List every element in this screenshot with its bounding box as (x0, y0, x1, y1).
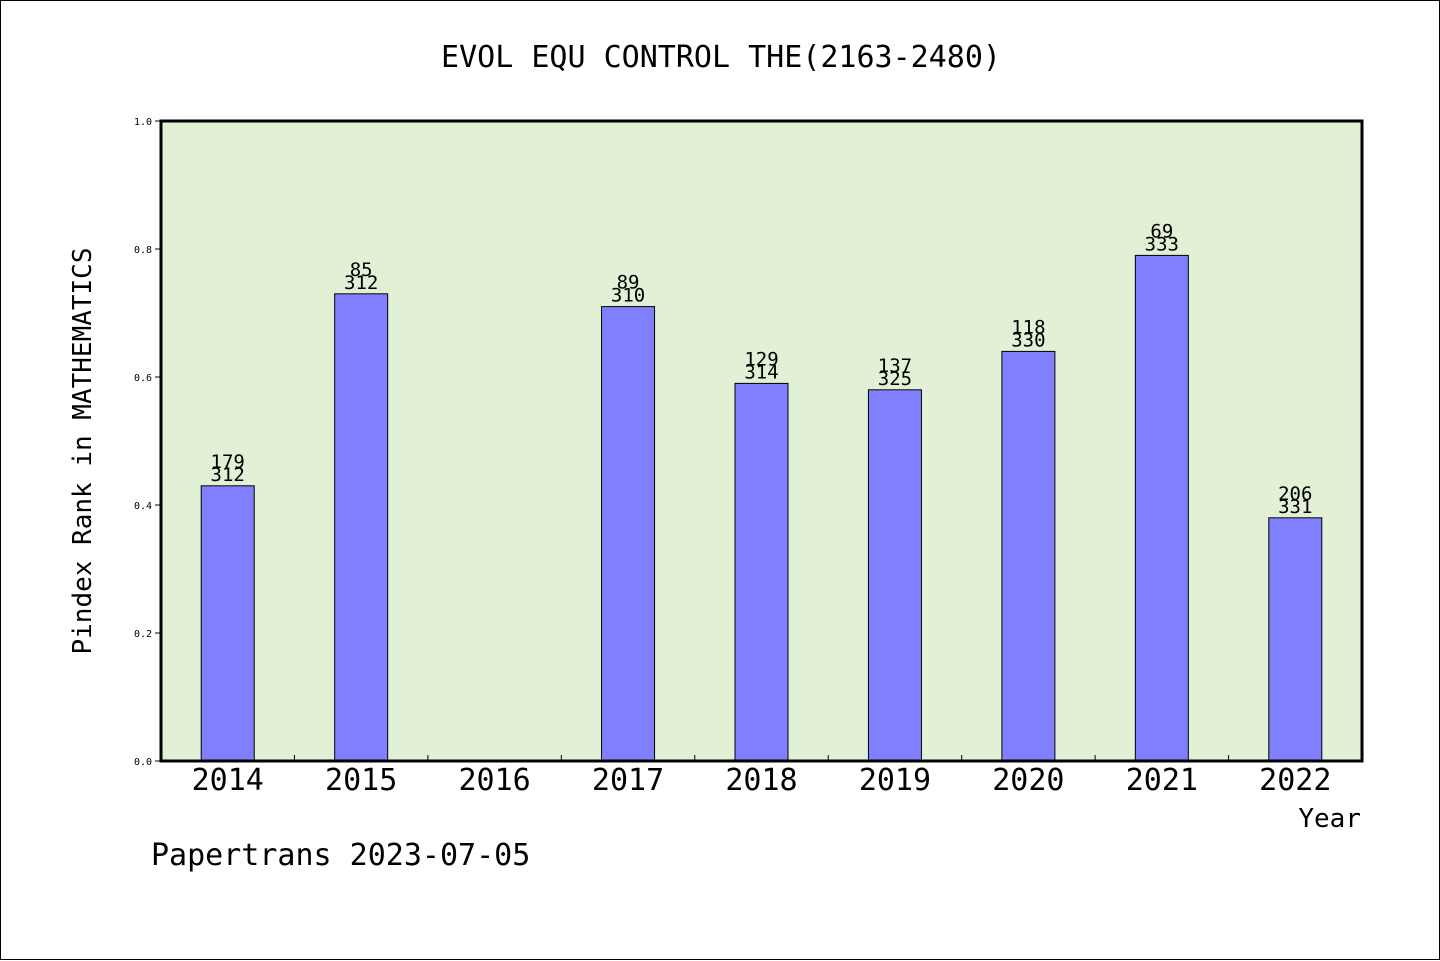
bar-label-bottom-2020: 330 (1011, 329, 1045, 351)
x-tick-label-2020: 2020 (992, 763, 1064, 798)
bar-label-top-2019: 137 (878, 355, 912, 377)
bar-label-top-2022: 206 (1278, 483, 1312, 505)
y-tick-label-0.8: 0.8 (134, 245, 152, 256)
y-axis-label: Pindex Rank in MATHEMATICS (68, 248, 98, 655)
bar-label-top-2020: 118 (1011, 316, 1045, 338)
bar-label-top-2021: 69 (1150, 220, 1173, 242)
x-tick-label-2018: 2018 (725, 763, 797, 798)
x-tick-label-2021: 2021 (1126, 763, 1198, 798)
bar-label-bottom-2021: 333 (1145, 233, 1179, 255)
bar-2015 (334, 293, 389, 762)
footer-credit: Papertrans 2023-07-05 (151, 838, 530, 873)
y-tick-label-0.6: 0.6 (134, 373, 152, 384)
x-tick-label-2022: 2022 (1259, 763, 1331, 798)
x-tick-label-2016: 2016 (458, 763, 530, 798)
bars-group (200, 254, 1323, 762)
bar-2018 (734, 382, 789, 762)
bar-2019 (867, 389, 922, 762)
x-tick-label-2017: 2017 (592, 763, 664, 798)
bar-2014 (200, 485, 255, 762)
bar-label-bottom-2015: 312 (344, 272, 378, 294)
x-axis-label: Year (1298, 804, 1361, 834)
y-tick-label-0.0: 0.0 (134, 757, 152, 768)
y-tick-label-0.4: 0.4 (134, 501, 152, 512)
x-tick-label-2019: 2019 (859, 763, 931, 798)
x-tick-label-2015: 2015 (325, 763, 397, 798)
bar-label-top-2018: 129 (744, 348, 778, 370)
bar-label-top-2017: 89 (617, 272, 640, 294)
y-axis: 0.0 0.2 0.4 0.6 0.8 1.0 (134, 117, 161, 768)
bar-label-top-2014: 179 (211, 451, 245, 473)
x-axis: 2014 2015 2016 2017 2018 2019 2020 2021 2022 (192, 755, 1331, 798)
bar-label-top-2015: 85 (350, 259, 373, 281)
plot-border (159, 119, 1364, 763)
bar-label-bottom-2014: 312 (211, 464, 245, 486)
bar-2021 (1134, 254, 1189, 762)
bar-2020 (1001, 350, 1056, 762)
bar-2017 (601, 306, 656, 762)
y-tick-label-0.2: 0.2 (134, 629, 152, 640)
bar-label-bottom-2018: 314 (744, 361, 778, 383)
bar-label-bottom-2019: 325 (878, 368, 912, 390)
bar-2022 (1268, 517, 1323, 762)
chart-title: EVOL EQU CONTROL THE(2163-2480) (441, 40, 1001, 75)
bar-label-bottom-2022: 331 (1278, 496, 1312, 518)
y-tick-label-1.0: 1.0 (134, 117, 152, 128)
x-tick-label-2014: 2014 (192, 763, 264, 798)
bar-label-bottom-2017: 310 (611, 285, 645, 307)
